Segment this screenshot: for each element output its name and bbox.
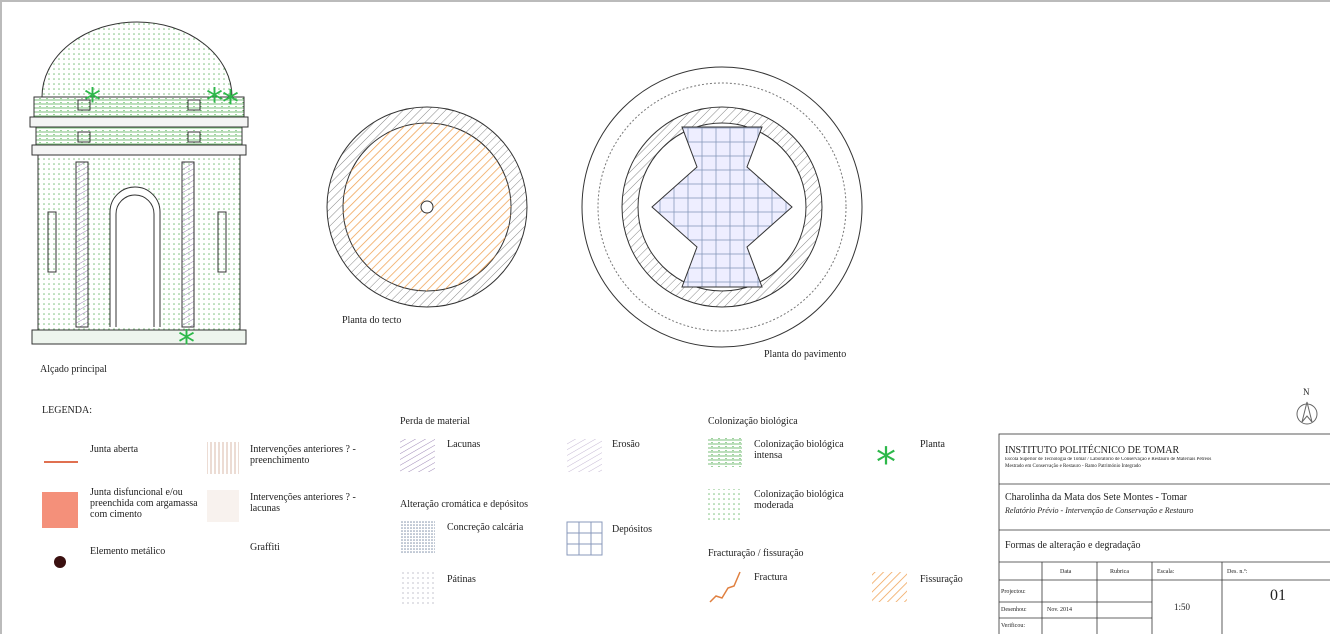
program: Mestrado em Conservação e Restauro - Ram… [1005,464,1141,469]
svg-text:*: * [206,81,223,121]
sheet-number: 01 [1270,587,1286,604]
legend-item: Intervenções anteriores ? - preenchiment… [250,444,356,466]
date: Nov. 2014 [1047,607,1072,613]
north: N [1303,387,1310,397]
legend-item: Lacunas [447,439,481,450]
label: Planta do tecto [342,315,402,326]
project: Charolinha da Mata dos Sete Montes - Tom… [1005,492,1188,503]
legend-item: Fractura [754,572,788,583]
legend-item: Fissuração [920,574,963,585]
scale: 1:50 [1174,602,1191,612]
legend-group: Alteração cromática e depósitos [400,499,528,510]
legend-group: Colonização biológica [708,416,798,427]
legend-item: Depósitos [612,524,652,535]
role: Desenhou: [1001,607,1027,613]
legend-group: Perda de material [400,416,470,427]
report: Relatório Prévio - Intervenção de Conser… [1005,506,1194,515]
header: Data [1060,569,1072,575]
legend-item: Elemento metálico [90,546,166,557]
svg-text:*: * [222,83,239,123]
header: Des. n.º: [1227,569,1248,575]
legend-item: Concreção calcária [447,522,524,533]
legend-item: Intervenções anteriores ? - lacunas [250,492,356,514]
legend-item: Pátinas [447,574,476,585]
school: Escola Superior de Tecnologia de Tomar /… [1005,457,1212,462]
sheet-title: Formas de alteração e degradação [1005,540,1141,551]
role: Projectou: [1001,589,1026,595]
label: Planta do pavimento [764,349,847,360]
legend-item: Colonização biológica moderada [754,489,844,511]
svg-text:*: * [178,323,195,363]
legend-item: Erosão [612,439,640,450]
legend-group: Fracturação / fissuração [708,548,804,559]
legend-item: Planta [920,439,945,450]
svg-text:*: * [84,81,101,121]
header: Rubrica [1110,569,1129,575]
legend-title: LEGENDA: [42,405,92,416]
label: Alçado principal [40,364,107,375]
legend-item: Junta aberta [90,444,139,455]
legend-item: Colonização biológica intensa [754,439,844,461]
legend-item: Junta disfuncional e/ou preenchida com a… [90,487,198,520]
legend-item: Graffiti [250,542,280,553]
header: Escala: [1157,569,1175,575]
role: Verificou: [1001,623,1025,629]
svg-text:*: * [876,440,896,486]
institution: INSTITUTO POLITÉCNICO DE TOMAR [1005,445,1180,456]
